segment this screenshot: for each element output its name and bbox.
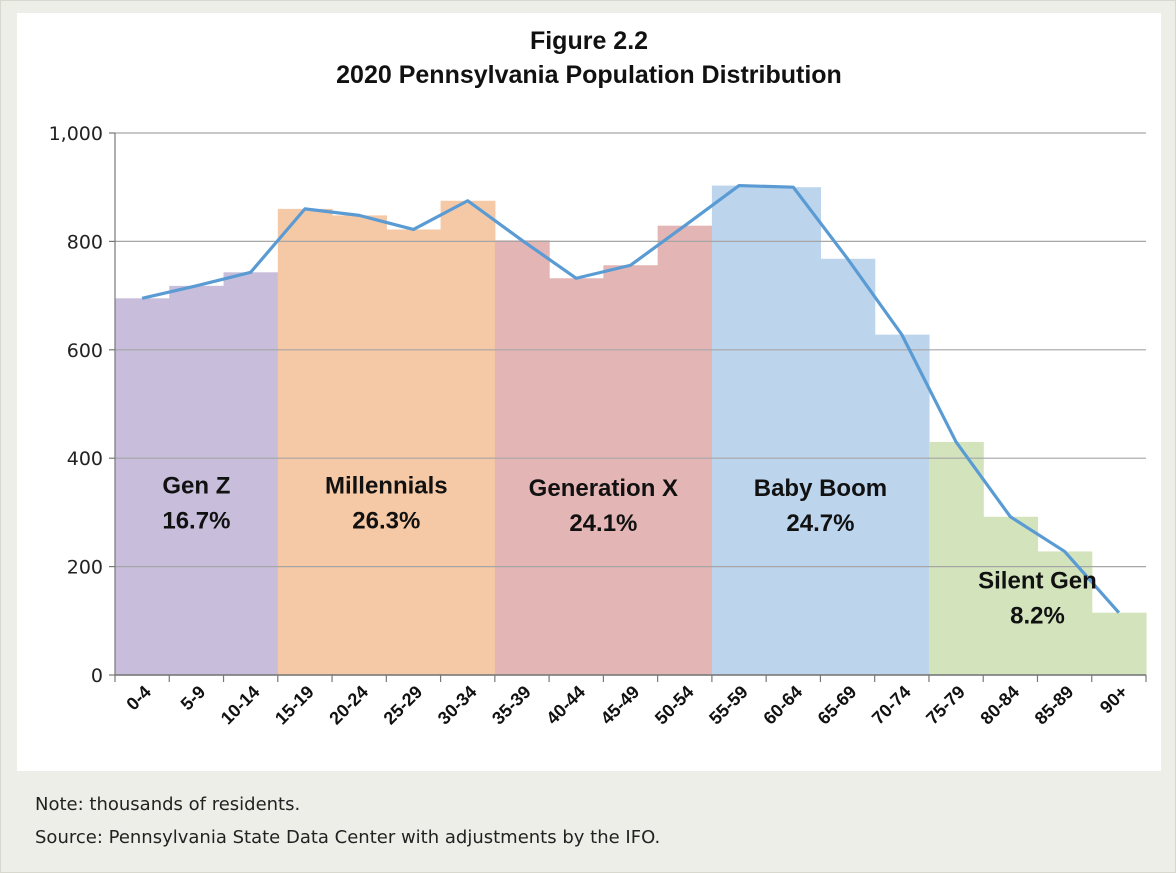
x-tick-label-0-4: 0-4 [122,682,155,715]
y-tick-label-200: 200 [67,557,103,579]
group-share-baby-boom: 24.7% [786,510,854,537]
group-share-millennials: 26.3% [352,507,420,534]
y-tick-label-600: 600 [67,340,103,362]
x-tick-label-40-44: 40-44 [542,682,589,729]
y-tick-label-400: 400 [67,448,103,470]
x-tick-label-50-54: 50-54 [651,682,698,729]
bar-5-9 [169,285,225,675]
bar-75-79 [928,441,984,675]
x-tick-label-45-49: 45-49 [597,682,644,729]
x-tick-label-60-64: 60-64 [759,682,806,729]
bar-90+ [1091,612,1147,675]
x-tick-label-30-34: 30-34 [434,682,481,729]
bar-55-59 [711,185,767,675]
x-tick-label-10-14: 10-14 [217,682,264,729]
group-share-generation-x: 24.1% [569,510,637,537]
x-tick-label-85-89: 85-89 [1031,682,1078,729]
x-tick-label-25-29: 25-29 [380,682,427,729]
bar-80-84 [983,516,1039,675]
bar-50-54 [657,225,713,675]
y-tick-label-800: 800 [67,231,103,253]
group-label-gen-z: Gen Z [162,472,230,499]
x-tick-label-90+: 90+ [1096,682,1132,718]
bar-25-29 [386,229,442,675]
x-tick-label-65-69: 65-69 [814,682,861,729]
population-line [141,183,1121,614]
y-tick-label-1,000: 1,000 [49,123,103,145]
bar-30-34 [440,200,496,675]
group-label-silent-gen: Silent Gen [978,567,1097,594]
group-share-gen-z: 16.7% [162,507,230,534]
bar-20-24 [332,215,387,675]
bar-15-19 [277,208,333,675]
y-tick-label-0: 0 [91,665,103,687]
source-note: Source: Pennsylvania State Data Center w… [35,827,661,848]
group-share-silent-gen: 8.2% [1010,602,1065,629]
bar-40-44 [549,278,604,675]
bar-0-4 [115,298,170,675]
x-tick-label-35-39: 35-39 [488,682,535,729]
x-tick-label-5-9: 5-9 [177,682,210,715]
figure-number: Figure 2.2 [529,27,649,55]
bar-45-49 [603,265,659,675]
bar-70-74 [874,334,930,675]
x-tick-label-55-59: 55-59 [705,682,752,729]
x-tick-label-75-79: 75-79 [922,682,969,729]
chart-title: 2020 Pennsylvania Population Distributio… [336,61,842,89]
x-tick-label-70-74: 70-74 [868,682,915,729]
x-tick-label-15-19: 15-19 [271,682,318,729]
bar-60-64 [766,187,822,675]
units-note: Note: thousands of residents. [35,794,301,815]
bar-10-14 [223,272,279,675]
group-label-millennials: Millennials [325,472,448,499]
x-tick-label-80-84: 80-84 [976,682,1023,729]
bar-65-69 [820,258,876,675]
x-tick-label-20-24: 20-24 [325,682,372,729]
group-label-baby-boom: Baby Boom [754,475,887,502]
group-label-generation-x: Generation X [529,475,678,502]
